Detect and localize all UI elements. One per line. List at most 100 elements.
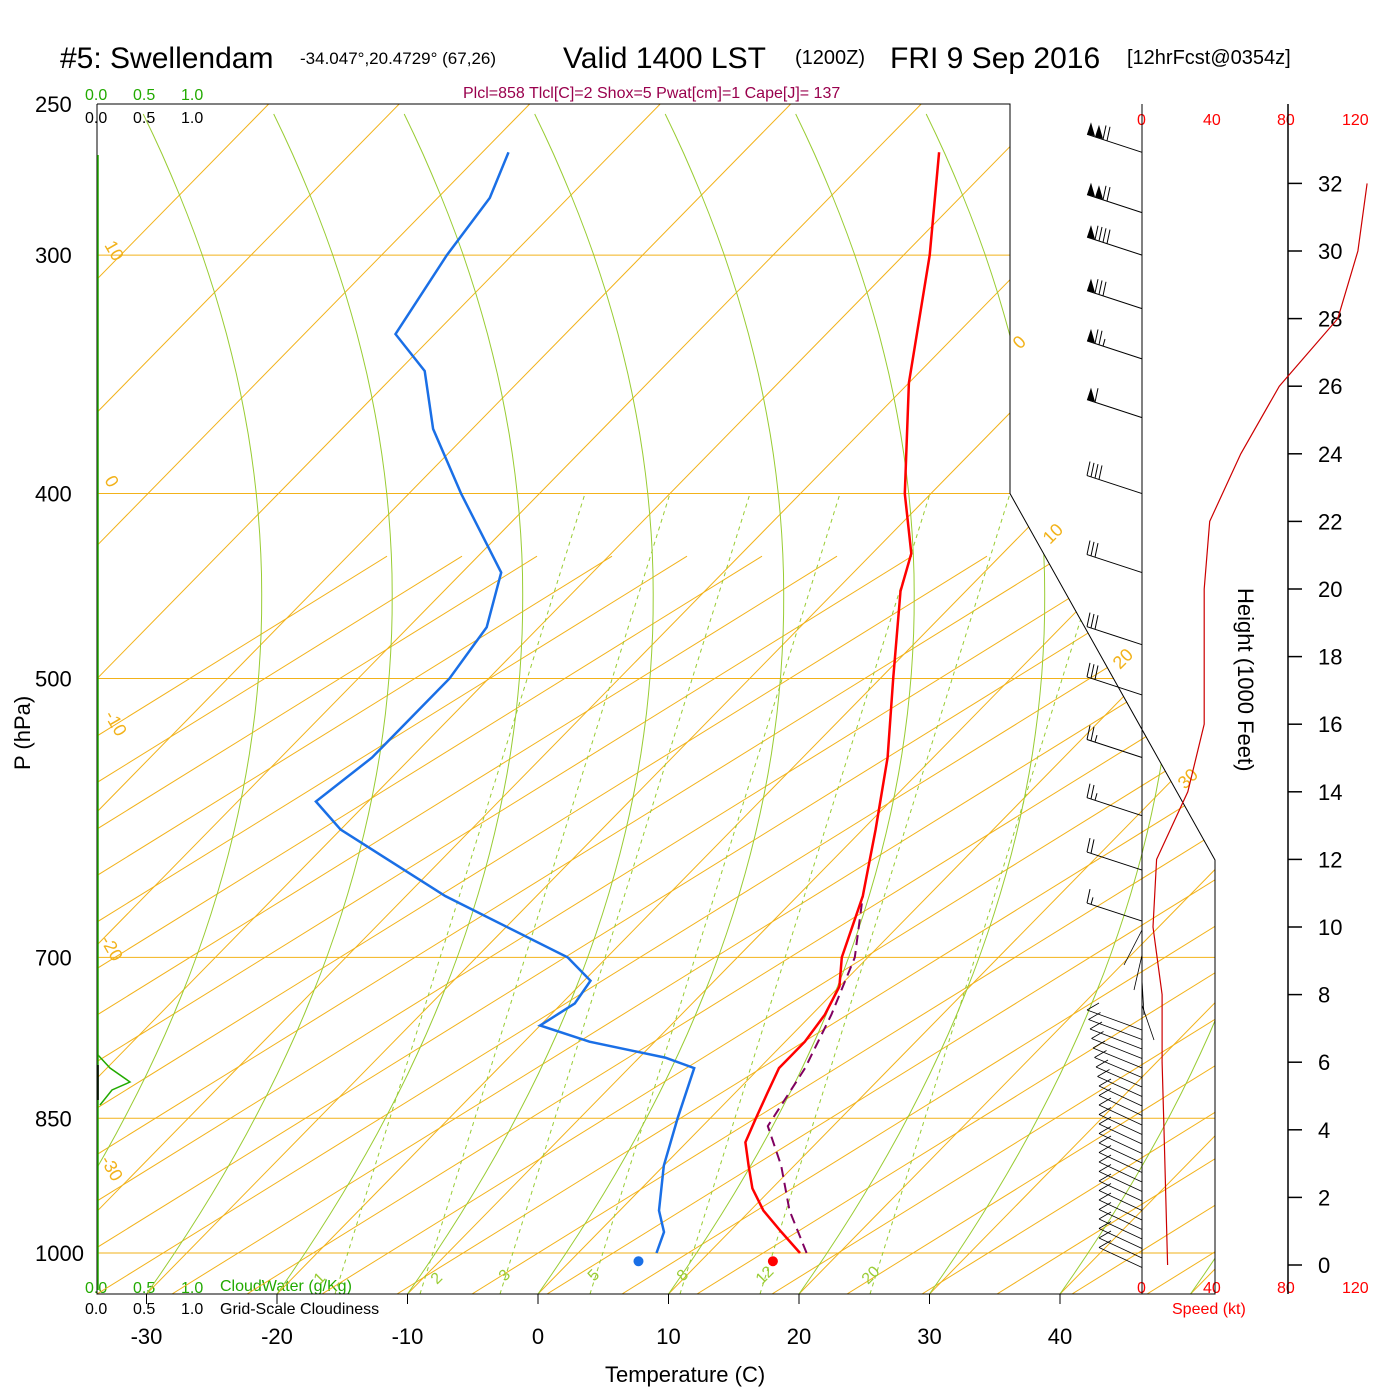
height-tick-label: 16 [1318, 712, 1342, 737]
moist-adiabat-line [537, 113, 785, 1294]
barb-flag [1094, 388, 1099, 403]
isotherm-line [97, 104, 1053, 1294]
valid-date: FRI 9 Sep 2016 [890, 42, 1100, 75]
barb-half-flag [1094, 734, 1098, 743]
temperature-tick-label: -10 [392, 1324, 424, 1349]
barb-flag [1098, 465, 1103, 480]
barb-flag [1094, 464, 1099, 479]
temperature-tick-label: -30 [131, 1324, 163, 1349]
isotherm-line [798, 104, 1215, 1294]
sounding-profiles [314, 151, 941, 1267]
barb-staff [1086, 739, 1143, 758]
mixing-ratio-line [499, 493, 751, 1294]
height-tick-label: 10 [1318, 915, 1342, 940]
barb-flag [1094, 329, 1099, 344]
low-level-barb-flag [1098, 1088, 1112, 1096]
barb-pennant [1087, 387, 1095, 402]
cloud-scale-top-green-1: 0.5 [133, 87, 155, 104]
temperature-trace [744, 152, 941, 1254]
low-level-barb-flag [1098, 1173, 1112, 1182]
barb-flag [1090, 462, 1095, 477]
barb-pennant [1095, 185, 1103, 200]
sounding-params: Plcl=858 Tlcl[C]=2 Shox=5 Pwat[cm]=1 Cap… [463, 85, 840, 102]
low-level-barb [1094, 1057, 1143, 1078]
speed-tick-bottom-40: 40 [1203, 1280, 1221, 1297]
barb-flag [1098, 280, 1103, 295]
barb-pennant [1087, 182, 1095, 197]
height-tick-label: 4 [1318, 1118, 1330, 1143]
surface-temperature-dot [767, 1256, 778, 1267]
dry-adiabat-line [97, 555, 1213, 1294]
height-tick-label: 26 [1318, 374, 1342, 399]
cloudwater-profile [97, 155, 132, 1290]
height-tick-label: 20 [1318, 577, 1342, 602]
barb-flag [1086, 461, 1091, 476]
barb-flag [1102, 228, 1107, 243]
plot-border [96, 103, 1216, 1295]
barb-staff [1086, 902, 1143, 922]
low-level-barb [1098, 1190, 1143, 1211]
height-tick-label: 30 [1318, 239, 1342, 264]
wind-speed-profile [1152, 183, 1368, 1266]
low-level-barb [1089, 1028, 1143, 1050]
isotherm-label: -30 [97, 1152, 127, 1185]
barb-staff [1086, 340, 1143, 360]
pressure-tick-label: 700 [35, 945, 72, 970]
low-level-barb-flag [1088, 1012, 1101, 1020]
low-level-barb-flag [1098, 1183, 1112, 1191]
plot-frame [96, 103, 1289, 1295]
dry-adiabat-line [97, 555, 463, 1294]
isotherm-label: -20 [97, 932, 127, 965]
barb-flag [1094, 225, 1099, 240]
cloud-scale-bottom-black-0: 0.0 [85, 1301, 107, 1318]
barb-pennant [1087, 328, 1095, 343]
barb-flag [1090, 839, 1095, 854]
isotherm-label: 30 [1174, 765, 1202, 793]
low-level-barb-flag [1095, 1059, 1109, 1068]
low-level-barb-flag [1098, 1135, 1112, 1144]
isotherm-line [1321, 104, 1400, 1294]
cloud-scale-top: 0.0 0.5 1.0 0.0 0.5 1.0 [85, 87, 203, 127]
low-level-barb-flag [1098, 1126, 1112, 1134]
dry-adiabat-line [171, 555, 1215, 1294]
temperature-axis-label: Temperature (C) [605, 1362, 765, 1387]
zulu-time: (1200Z) [795, 47, 865, 69]
low-level-barb-flag [1098, 1240, 1112, 1248]
barb-staff [1086, 236, 1143, 256]
dry-adiabat-line [97, 555, 538, 1294]
pressure-tick-label: 850 [35, 1106, 72, 1131]
isotherm-line [97, 104, 792, 1294]
pressure-tick-label: 250 [35, 92, 72, 117]
mixing-ratio-line [419, 493, 671, 1294]
isotherm-line [407, 104, 1215, 1294]
wind-barb [1086, 278, 1143, 310]
dry-adiabat-line [921, 555, 1215, 1294]
barb-staff [1086, 851, 1143, 871]
low-level-barb-flag [1097, 1069, 1110, 1077]
wind-barb [1086, 888, 1143, 922]
low-level-barb [1098, 1171, 1143, 1192]
low-level-barb-flag [1098, 1221, 1112, 1229]
low-level-barb-flag [1091, 1031, 1104, 1039]
barb-flag [1086, 783, 1091, 798]
isotherm-line [97, 104, 531, 1294]
low-level-barb [1091, 1038, 1143, 1059]
moist-adiabat-line [97, 113, 263, 1294]
speed-tick-bottom-120: 120 [1342, 1280, 1369, 1297]
isotherm-label: 20 [1109, 645, 1137, 673]
low-level-barb [1098, 1114, 1143, 1135]
height-tick-label: 14 [1318, 780, 1342, 805]
cloud-scale-top-black-2: 1.0 [181, 110, 203, 127]
low-level-barb [1098, 1237, 1143, 1259]
speed-axis-label: Speed (kt) [1172, 1301, 1246, 1318]
isotherm-label: 0 [101, 472, 123, 491]
barb-flag [1086, 725, 1091, 740]
cloud-scale-top-black-1: 0.5 [133, 110, 155, 127]
barb-flag [1102, 185, 1107, 200]
low-level-barb [1098, 1085, 1143, 1107]
surface-dewpoint-dot [633, 1256, 644, 1267]
low-level-barb [1098, 1095, 1143, 1116]
barb-flag [1090, 726, 1095, 741]
dry-adiabat-line [97, 555, 913, 1294]
temperature-tick-label: 40 [1048, 1324, 1072, 1349]
